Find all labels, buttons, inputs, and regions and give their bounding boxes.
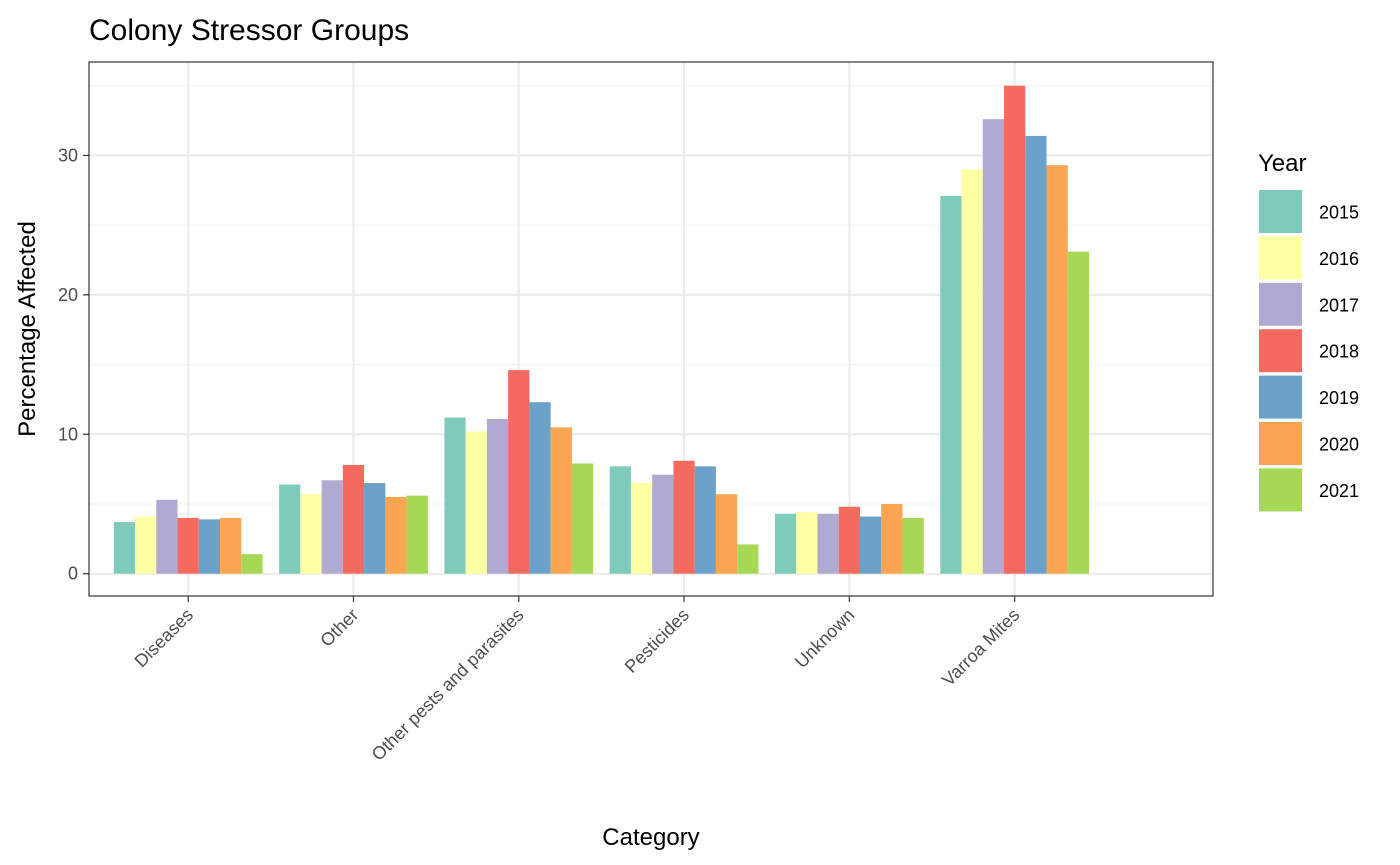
bar: [279, 484, 301, 574]
legend-label: 2018: [1319, 342, 1359, 362]
legend-title: Year: [1258, 150, 1307, 177]
legend: Year 2015 2016 2017 2018 2019 2020 2021: [1258, 150, 1359, 512]
bar: [486, 418, 509, 574]
chart-title: Colony Stressor Groups: [89, 14, 409, 47]
bar: [796, 512, 818, 574]
bar: [1025, 135, 1047, 574]
bar: [630, 483, 653, 574]
bar: [465, 431, 487, 574]
bar: [737, 544, 759, 574]
bar: [982, 119, 1005, 574]
y-tick-label: 20: [58, 285, 78, 305]
legend-key: [1259, 468, 1302, 512]
legend-key: [1259, 190, 1302, 233]
bar: [342, 464, 365, 574]
legend-key: [1259, 422, 1302, 465]
bar: [1046, 165, 1068, 574]
x-tick-label: Diseases: [131, 605, 197, 671]
bar: [156, 499, 178, 574]
legend-label: 2020: [1319, 435, 1359, 455]
bar: [198, 519, 221, 574]
bar: [220, 517, 242, 574]
bar: [406, 495, 428, 574]
bar: [113, 522, 136, 574]
legend-key: [1259, 329, 1302, 373]
x-tick-label: Pesticides: [621, 605, 693, 677]
bar: [774, 513, 797, 574]
bar: [508, 370, 530, 574]
bar: [940, 195, 962, 574]
bar: [715, 494, 738, 574]
y-axis-title: Percentage Affected: [14, 221, 41, 437]
legend-key: [1259, 236, 1302, 280]
y-tick-label: 10: [58, 424, 78, 444]
bar: [135, 516, 157, 574]
bar: [902, 517, 924, 574]
bar: [838, 506, 860, 574]
bar: [673, 460, 695, 574]
y-axis: 0 10 20 30: [58, 145, 89, 584]
x-axis: Diseases Other Other pests and parasites Pe…: [131, 596, 1023, 765]
bar: [694, 466, 716, 574]
bar: [385, 497, 407, 574]
legend-label: 2019: [1319, 388, 1359, 408]
bar: [300, 494, 322, 574]
x-tick-label: Other pests and parasites: [368, 605, 528, 765]
legend-label: 2021: [1319, 481, 1359, 501]
x-tick-label: Unknown: [791, 605, 858, 672]
bar: [881, 503, 903, 574]
bar: [859, 516, 882, 574]
bar: [1067, 251, 1090, 574]
bar: [550, 427, 572, 574]
bar: [961, 169, 983, 574]
bar: [652, 474, 674, 574]
bar: [321, 480, 343, 574]
legend-key: [1259, 282, 1302, 326]
bars-layer: [113, 85, 1090, 574]
legend-label: 2017: [1319, 295, 1359, 315]
x-tick-label: Varroa Mites: [938, 605, 1023, 690]
y-tick-label: 30: [58, 145, 78, 165]
bar: [364, 483, 386, 574]
legend-label: 2015: [1319, 203, 1359, 223]
x-axis-title: Category: [602, 824, 699, 851]
x-tick-label: Other: [316, 605, 362, 651]
legend-label: 2016: [1319, 249, 1359, 269]
legend-key: [1259, 375, 1302, 419]
bar: [817, 513, 839, 574]
bar: [177, 517, 199, 574]
bar: [609, 466, 631, 574]
bar: [241, 554, 263, 574]
bar: [444, 417, 466, 574]
bar: [529, 402, 551, 574]
bar: [1004, 85, 1026, 574]
y-tick-label: 0: [68, 564, 78, 584]
plot-border: [88, 61, 1214, 597]
bar: [571, 463, 594, 574]
